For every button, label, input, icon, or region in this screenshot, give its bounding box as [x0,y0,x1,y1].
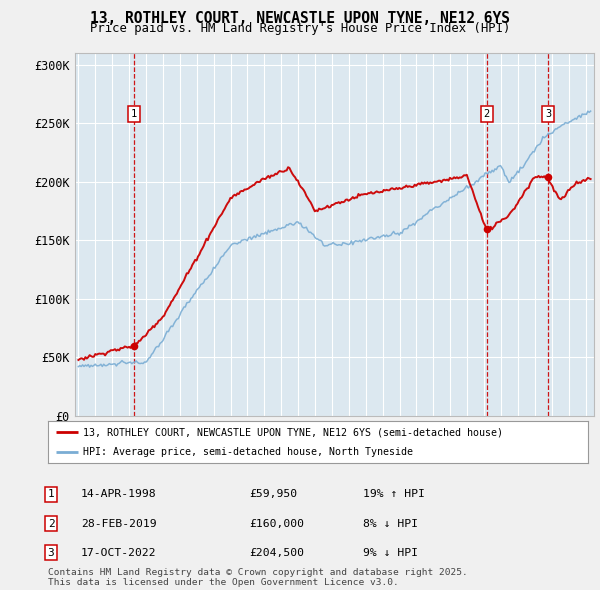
Text: Contains HM Land Registry data © Crown copyright and database right 2025.: Contains HM Land Registry data © Crown c… [48,568,468,577]
Text: 14-APR-1998: 14-APR-1998 [81,490,157,499]
Text: 13, ROTHLEY COURT, NEWCASTLE UPON TYNE, NE12 6YS (semi-detached house): 13, ROTHLEY COURT, NEWCASTLE UPON TYNE, … [83,427,503,437]
Text: £204,500: £204,500 [249,548,304,558]
Text: 3: 3 [545,109,551,119]
Text: 13, ROTHLEY COURT, NEWCASTLE UPON TYNE, NE12 6YS: 13, ROTHLEY COURT, NEWCASTLE UPON TYNE, … [90,11,510,25]
Text: 28-FEB-2019: 28-FEB-2019 [81,519,157,529]
Text: 3: 3 [47,548,55,558]
Text: 8% ↓ HPI: 8% ↓ HPI [363,519,418,529]
Text: 17-OCT-2022: 17-OCT-2022 [81,548,157,558]
Text: Price paid vs. HM Land Registry's House Price Index (HPI): Price paid vs. HM Land Registry's House … [90,22,510,35]
Text: 2: 2 [47,519,55,529]
Text: 2: 2 [484,109,490,119]
Text: 9% ↓ HPI: 9% ↓ HPI [363,548,418,558]
Text: £59,950: £59,950 [249,490,297,499]
Text: 19% ↑ HPI: 19% ↑ HPI [363,490,425,499]
Text: £160,000: £160,000 [249,519,304,529]
Text: This data is licensed under the Open Government Licence v3.0.: This data is licensed under the Open Gov… [48,578,399,587]
Text: 1: 1 [131,109,137,119]
Text: 1: 1 [47,490,55,499]
Text: HPI: Average price, semi-detached house, North Tyneside: HPI: Average price, semi-detached house,… [83,447,413,457]
